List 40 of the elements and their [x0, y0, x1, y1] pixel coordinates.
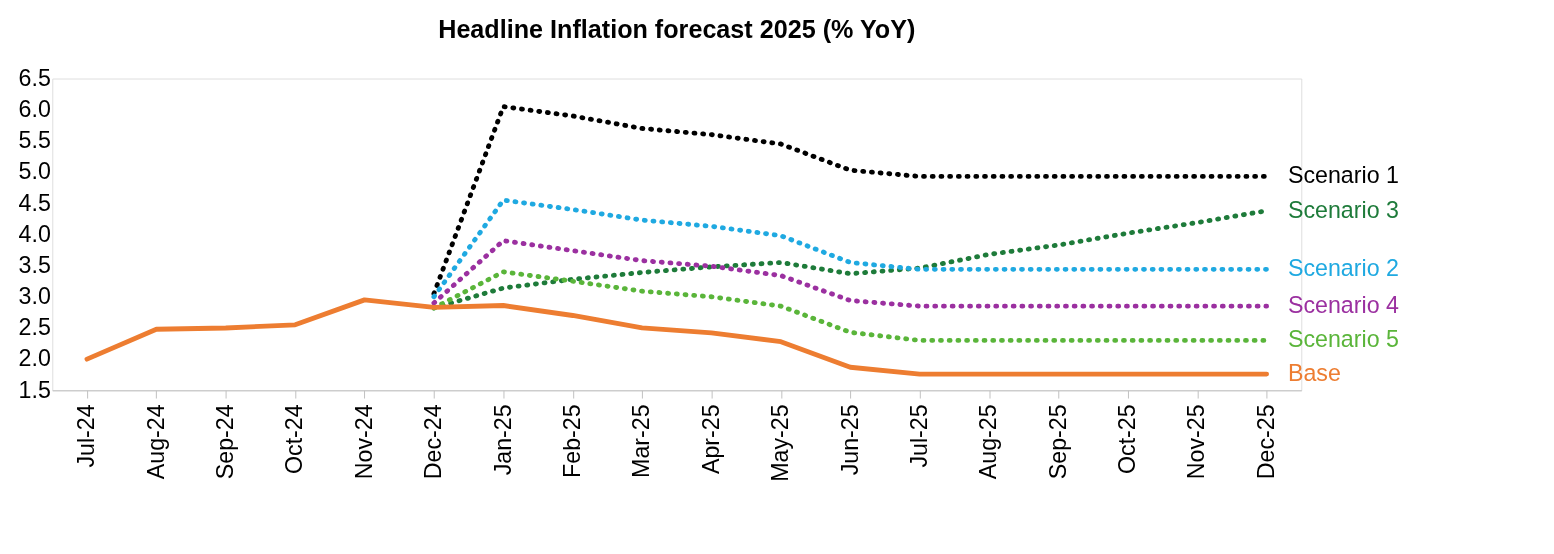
x-tick-label: Apr-25	[697, 404, 724, 475]
x-tick-label: Dec-24	[420, 404, 447, 480]
x-tick-label: Aug-25	[975, 404, 1002, 480]
x-tick-label: Dec-25	[1252, 404, 1279, 480]
y-tick-label: 5.0	[18, 158, 51, 185]
x-tick-label: Jul-24	[73, 404, 100, 468]
x-tick-label: Nov-25	[1183, 404, 1210, 480]
y-tick-label: 2.5	[18, 314, 51, 341]
series-label: Scenario 4	[1287, 291, 1399, 318]
x-tick-label: Aug-24	[142, 404, 169, 480]
x-tick-label: Nov-24	[350, 404, 377, 480]
line-series	[431, 238, 1270, 309]
y-tick-label: 3.5	[18, 251, 51, 278]
x-tick-label: Sep-25	[1044, 404, 1071, 480]
y-tick-label: 6.5	[18, 64, 51, 91]
series-label: Scenario 5	[1287, 326, 1399, 353]
x-tick-label: Mar-25	[628, 404, 655, 478]
line-series	[431, 104, 1270, 297]
series-label: Scenario 3	[1287, 196, 1399, 223]
series-label: Base	[1287, 359, 1341, 386]
series-label: Scenario 2	[1287, 255, 1399, 282]
y-tick-label: 4.5	[18, 189, 51, 216]
x-tick-label: Feb-25	[558, 404, 585, 478]
y-tick-label: 4.0	[18, 220, 51, 247]
y-tick-label: 6.0	[18, 95, 51, 122]
y-tick-label: 3.0	[18, 283, 51, 310]
x-tick-label: May-25	[767, 404, 794, 482]
x-tick-label: Jun-25	[836, 404, 863, 476]
x-tick-label: Jan-25	[489, 404, 516, 476]
line-series	[84, 297, 1270, 377]
x-tick-label: Jul-25	[905, 404, 932, 468]
y-tick-label: 1.5	[18, 376, 51, 403]
x-tick-label: Oct-25	[1114, 404, 1141, 475]
chart-title: Headline Inflation forecast 2025 (% YoY)	[438, 14, 916, 43]
y-tick-label: 2.0	[18, 345, 51, 372]
series-label: Scenario 1	[1287, 162, 1399, 189]
x-tick-label: Oct-24	[281, 404, 308, 475]
x-tick-label: Sep-24	[212, 404, 239, 480]
line-series	[431, 197, 1270, 300]
y-tick-label: 5.5	[18, 127, 51, 154]
